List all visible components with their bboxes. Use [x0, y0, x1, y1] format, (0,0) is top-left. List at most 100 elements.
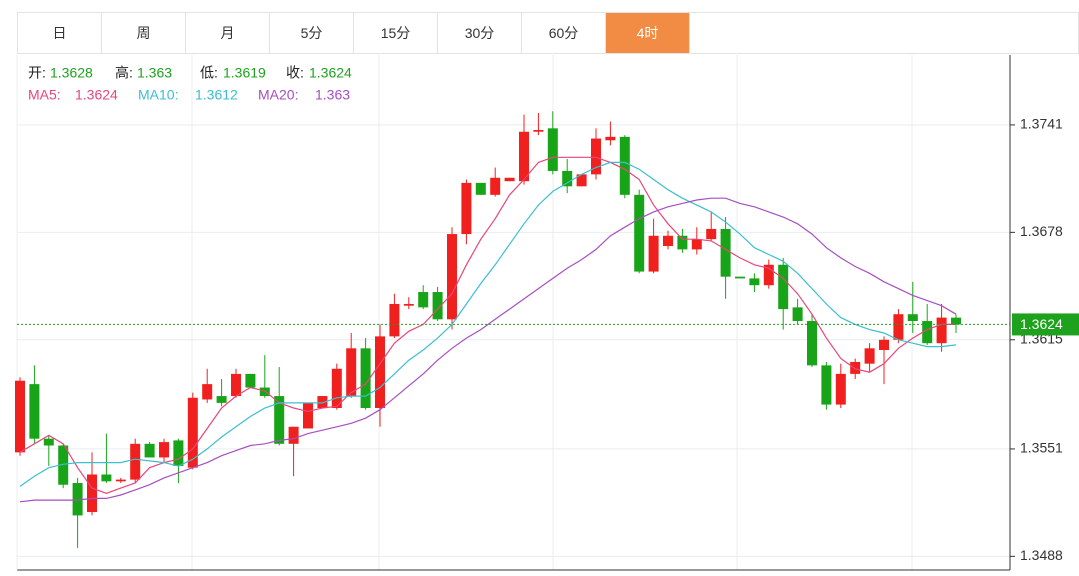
legend-value: 1.3624: [75, 87, 118, 103]
candle-body: [936, 317, 947, 344]
candle-body: [691, 239, 702, 250]
candle-body: [418, 292, 429, 308]
candle-body: [475, 182, 486, 195]
current-price-box: [1012, 313, 1079, 336]
candle-body: [58, 445, 69, 485]
candle-body: [461, 182, 472, 235]
period-tab[interactable]: 15分: [354, 13, 438, 53]
candle-body: [807, 321, 817, 366]
candle-body: [533, 130, 544, 132]
candle-body: [735, 276, 745, 279]
ma-line: [19, 156, 956, 494]
candle-body: [576, 174, 587, 187]
candle-body: [907, 314, 918, 322]
candle-body: [29, 384, 40, 439]
candle-body: [792, 307, 803, 322]
candle-body: [317, 396, 328, 408]
info-label: 低:: [200, 65, 218, 81]
candle-body: [619, 136, 630, 195]
candle-body: [331, 368, 342, 408]
candle-body: [879, 339, 889, 351]
legend-value: 1.363: [315, 87, 350, 103]
candle-body: [15, 380, 25, 453]
info-value: 1.3624: [309, 65, 352, 81]
candle-body: [245, 373, 256, 388]
candle-body: [763, 264, 774, 286]
legend-name: MA5:: [28, 87, 61, 103]
candle-body: [648, 235, 659, 272]
candle-body: [130, 443, 141, 480]
period-tab[interactable]: 月: [186, 13, 270, 53]
candle-body: [144, 443, 155, 458]
candle-body: [375, 336, 385, 408]
candle-body: [346, 348, 357, 397]
candle-body: [706, 228, 717, 240]
candle-body: [490, 177, 501, 195]
current-price-label: 1.3624: [1020, 316, 1063, 332]
candle-body: [72, 483, 83, 516]
info-label: 收:: [286, 65, 304, 81]
ma-line: [19, 197, 957, 503]
candle-body: [850, 361, 861, 374]
candle-body: [821, 365, 832, 405]
candle-body: [159, 442, 169, 458]
info-label: 高:: [115, 65, 133, 81]
candle-body: [591, 138, 601, 175]
candle-body: [562, 170, 573, 187]
candle-body: [202, 384, 213, 400]
info-value: 1.3619: [223, 65, 266, 81]
period-tab[interactable]: 5分: [270, 13, 354, 53]
candle-body: [403, 303, 414, 306]
period-tab[interactable]: 周: [102, 13, 186, 53]
candle-body: [274, 396, 285, 444]
candle-body: [187, 397, 198, 468]
candle-body: [951, 317, 961, 325]
candle-body: [115, 479, 126, 482]
candle-body: [504, 177, 515, 182]
candle-body: [432, 292, 443, 320]
candle-body: [231, 373, 241, 397]
period-tab[interactable]: 30分: [438, 13, 522, 53]
period-tab[interactable]: 4时: [606, 13, 690, 53]
candle-body: [360, 348, 371, 408]
candle-body: [389, 303, 400, 337]
candle-body: [447, 234, 457, 320]
candle-body: [720, 228, 731, 277]
candle-body: [893, 314, 904, 340]
legend-name: MA20:: [258, 87, 298, 103]
candle-body: [101, 474, 112, 482]
candle-body: [547, 128, 558, 171]
candle-body: [288, 426, 299, 444]
candle-body: [605, 136, 616, 141]
candle-body: [749, 278, 760, 286]
candle-body: [864, 348, 875, 364]
candle-body: [663, 235, 673, 246]
y-tick-label: 1.3551: [1020, 440, 1063, 456]
ma-line: [19, 161, 957, 487]
candle-body: [519, 131, 529, 182]
candle-body: [216, 396, 227, 403]
candle-body: [87, 474, 97, 513]
y-tick-label: 1.3488: [1020, 547, 1063, 563]
candle-body: [677, 235, 688, 250]
candle-body: [173, 440, 184, 466]
period-tab[interactable]: 日: [18, 13, 102, 53]
legend-name: MA10:: [138, 87, 178, 103]
info-value: 1.363: [137, 65, 172, 81]
legend-value: 1.3612: [195, 87, 238, 103]
period-tab[interactable]: 60分: [522, 13, 606, 53]
candle-body: [43, 438, 54, 446]
candle-body: [259, 387, 270, 397]
candle-body: [835, 373, 846, 405]
info-label: 开:: [28, 65, 46, 81]
y-tick-label: 1.3678: [1020, 223, 1063, 239]
candle-body: [922, 321, 933, 344]
y-tick-label: 1.3741: [1020, 116, 1063, 132]
candle-body: [634, 194, 645, 272]
info-value: 1.3628: [50, 65, 93, 81]
candle-body: [303, 402, 313, 429]
period-tabs: 日周月 5分 15分 30分 60分 4时: [17, 12, 1079, 54]
candle-body: [778, 264, 789, 310]
